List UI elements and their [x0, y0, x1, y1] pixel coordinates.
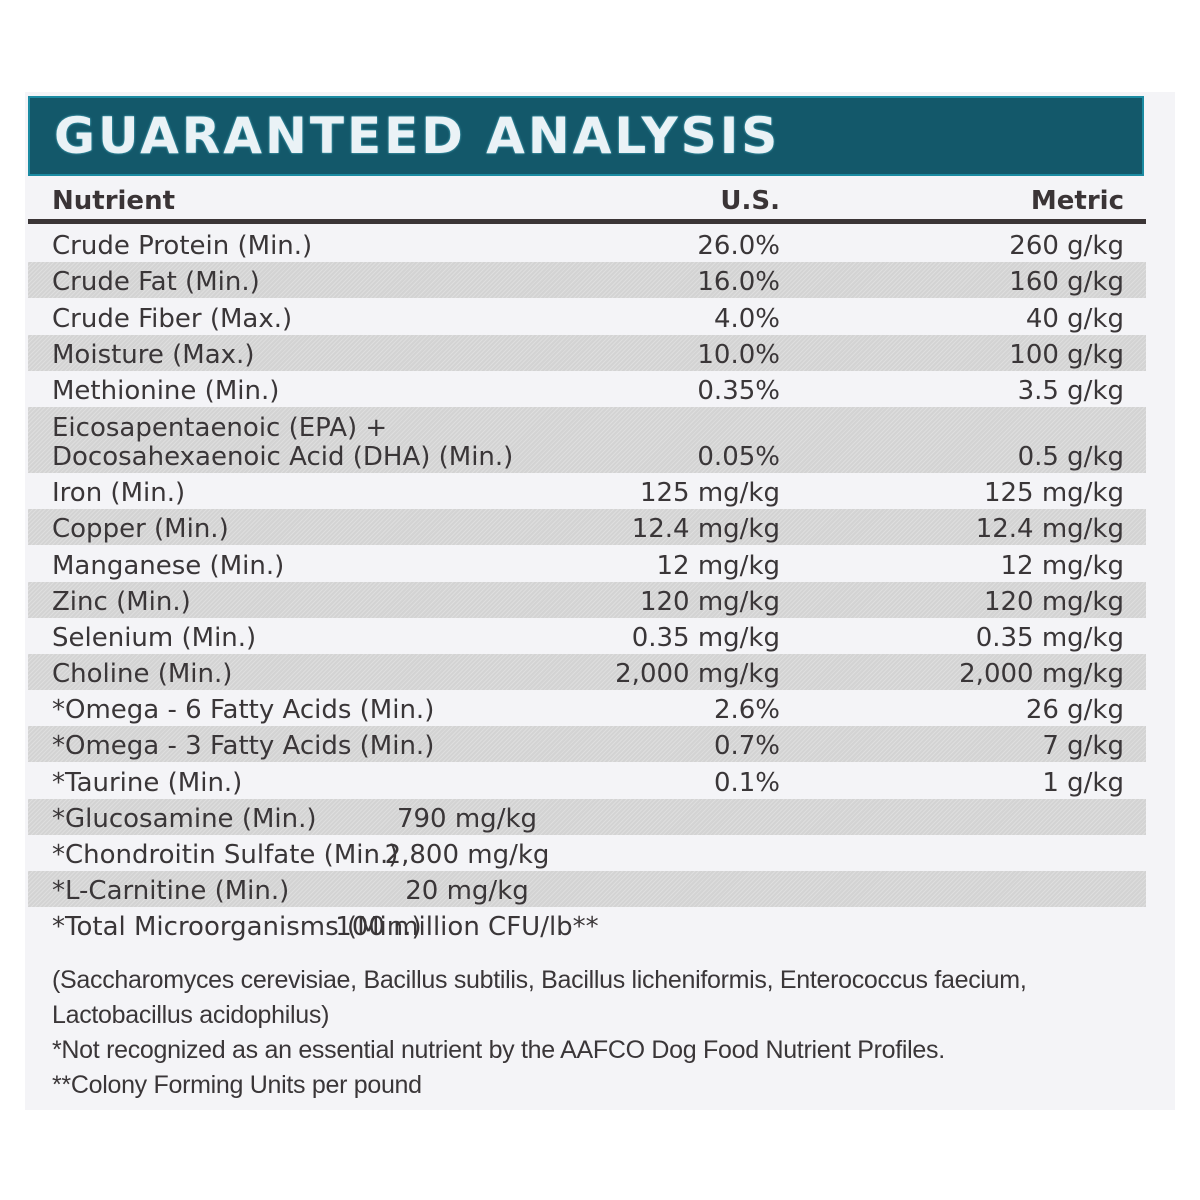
combined-value-text: 100 million CFU/lb**: [335, 912, 599, 943]
nutrient-name: Selenium (Min.): [52, 622, 257, 653]
nutrient-name: Copper (Min.): [52, 514, 229, 545]
us-value: 2.6%: [713, 695, 780, 726]
nutrient-name: Iron (Min.): [52, 478, 186, 509]
combined-value: 20 mg/kg: [28, 876, 1146, 906]
table-row: *Total Microorganisms (Min.) 100 million…: [28, 907, 1146, 943]
metric-value: 0.35 mg/kg: [975, 622, 1124, 653]
header-divider: [28, 219, 1146, 224]
column-header-us: U.S.: [720, 186, 780, 216]
footnotes: (Saccharomyces cerevisiae, Bacillus subt…: [52, 963, 1162, 1103]
us-value: 0.35 mg/kg: [631, 622, 780, 653]
combined-value: 2,800 mg/kg: [28, 840, 1146, 870]
us-value: 10.0%: [697, 339, 780, 370]
nutrient-name: Crude Fiber (Max.): [52, 303, 293, 334]
table-row: Eicosapentaenoic (EPA) + Docosahexaenoic…: [28, 406, 1146, 473]
us-value: 4.0%: [713, 303, 780, 334]
footnote-single-star: *Not recognized as an essential nutrient…: [52, 1036, 945, 1064]
metric-value: 12.4 mg/kg: [975, 514, 1124, 545]
table-row: Manganese (Min.) 12 mg/kg 12 mg/kg: [28, 545, 1146, 581]
us-value: 12.4 mg/kg: [631, 514, 780, 545]
nutrient-name: *Chondroitin Sulfate (Min.): [52, 840, 399, 870]
table-row: Crude Fiber (Max.) 4.0% 40 g/kg: [28, 298, 1146, 334]
us-value: 125 mg/kg: [639, 478, 780, 509]
combined-value-text: 20 mg/kg: [405, 876, 529, 907]
us-value: 12 mg/kg: [656, 550, 781, 581]
footnote-organisms: (Saccharomyces cerevisiae, Bacillus subt…: [52, 966, 1027, 1029]
page-title: GUARANTEED ANALYSIS: [54, 107, 781, 165]
table-row: Copper (Min.) 12.4 mg/kg 12.4 mg/kg: [28, 509, 1146, 546]
metric-value: 100 g/kg: [1009, 339, 1124, 370]
table-row: Selenium (Min.) 0.35 mg/kg 0.35 mg/kg: [28, 618, 1146, 654]
table-row: *Glucosamine (Min.) 790 mg/kg: [28, 798, 1146, 835]
metric-value: 0.5 g/kg: [1017, 441, 1124, 472]
table-row: Iron (Min.) 125 mg/kg 125 mg/kg: [28, 473, 1146, 509]
metric-value: 160 g/kg: [1009, 267, 1124, 298]
metric-value: 1 g/kg: [1042, 767, 1124, 798]
nutrient-name: Choline (Min.): [52, 659, 233, 690]
table-row: Crude Protein (Min.) 26.0% 260 g/kg: [28, 226, 1146, 262]
us-value: 0.1%: [713, 767, 780, 798]
table-row: *L-Carnitine (Min.) 20 mg/kg: [28, 871, 1146, 908]
nutrient-name: Crude Fat (Min.): [52, 267, 260, 298]
nutrient-name: Crude Protein (Min.): [52, 231, 313, 262]
table-row: Moisture (Max.) 10.0% 100 g/kg: [28, 334, 1146, 371]
us-value: 0.35%: [697, 375, 780, 406]
nutrient-name-line1: Eicosapentaenoic (EPA) +: [52, 412, 388, 443]
header-bar: GUARANTEED ANALYSIS: [28, 96, 1144, 176]
us-value: 0.05%: [697, 441, 780, 472]
analysis-table: Crude Protein (Min.) 26.0% 260 g/kg Crud…: [28, 226, 1146, 943]
metric-value: 260 g/kg: [1009, 231, 1124, 262]
us-value: 0.7%: [713, 731, 780, 762]
metric-value: 26 g/kg: [1025, 695, 1124, 726]
combined-value: 790 mg/kg: [28, 804, 1146, 834]
table-row: Zinc (Min.) 120 mg/kg 120 mg/kg: [28, 581, 1146, 618]
nutrient-name: *Omega - 3 Fatty Acids (Min.): [52, 731, 435, 762]
nutrient-name: Eicosapentaenoic (EPA) + Docosahexaenoic…: [52, 412, 514, 472]
nutrient-name: *L-Carnitine (Min.): [52, 876, 290, 907]
nutrient-name: Methionine (Min.): [52, 375, 280, 406]
metric-value: 7 g/kg: [1042, 731, 1124, 762]
table-row: Methionine (Min.) 0.35% 3.5 g/kg: [28, 371, 1146, 407]
table-row: *Omega - 6 Fatty Acids (Min.) 2.6% 26 g/…: [28, 690, 1146, 726]
combined-value: 100 million CFU/lb**: [28, 912, 1146, 942]
us-value: 26.0%: [697, 231, 780, 262]
footnote-double-star: **Colony Forming Units per pound: [52, 1071, 422, 1099]
us-value: 2,000 mg/kg: [615, 659, 780, 690]
metric-value: 3.5 g/kg: [1017, 375, 1124, 406]
nutrient-name: Moisture (Max.): [52, 339, 255, 370]
column-header-metric: Metric: [1030, 186, 1124, 216]
column-header-nutrient: Nutrient: [52, 186, 176, 216]
table-row: *Chondroitin Sulfate (Min.) 2,800 mg/kg: [28, 835, 1146, 871]
table-row: *Omega - 3 Fatty Acids (Min.) 0.7% 7 g/k…: [28, 726, 1146, 763]
metric-value: 125 mg/kg: [983, 478, 1124, 509]
table-row: *Taurine (Min.) 0.1% 1 g/kg: [28, 762, 1146, 798]
nutrient-name: *Glucosamine (Min.): [52, 803, 317, 834]
metric-value: 40 g/kg: [1025, 303, 1124, 334]
combined-value-text: 2,800 mg/kg: [384, 840, 550, 870]
us-value: 120 mg/kg: [639, 586, 780, 617]
table-row: Crude Fat (Min.) 16.0% 160 g/kg: [28, 262, 1146, 299]
nutrient-name: Zinc (Min.): [52, 586, 191, 617]
us-value: 16.0%: [697, 267, 780, 298]
table-row: Choline (Min.) 2,000 mg/kg 2,000 mg/kg: [28, 653, 1146, 691]
metric-value: 2,000 mg/kg: [959, 659, 1124, 690]
nutrient-name: *Total Microorganisms (Min.): [52, 912, 422, 943]
nutrient-name: *Taurine (Min.): [52, 767, 243, 798]
metric-value: 12 mg/kg: [1000, 550, 1125, 581]
metric-value: 120 mg/kg: [983, 586, 1124, 617]
combined-value-text: 790 mg/kg: [396, 803, 538, 834]
nutrient-name: *Omega - 6 Fatty Acids (Min.): [52, 695, 435, 726]
nutrient-name: Manganese (Min.): [52, 550, 285, 581]
nutrient-name-line2: Docosahexaenoic Acid (DHA) (Min.): [52, 441, 514, 472]
